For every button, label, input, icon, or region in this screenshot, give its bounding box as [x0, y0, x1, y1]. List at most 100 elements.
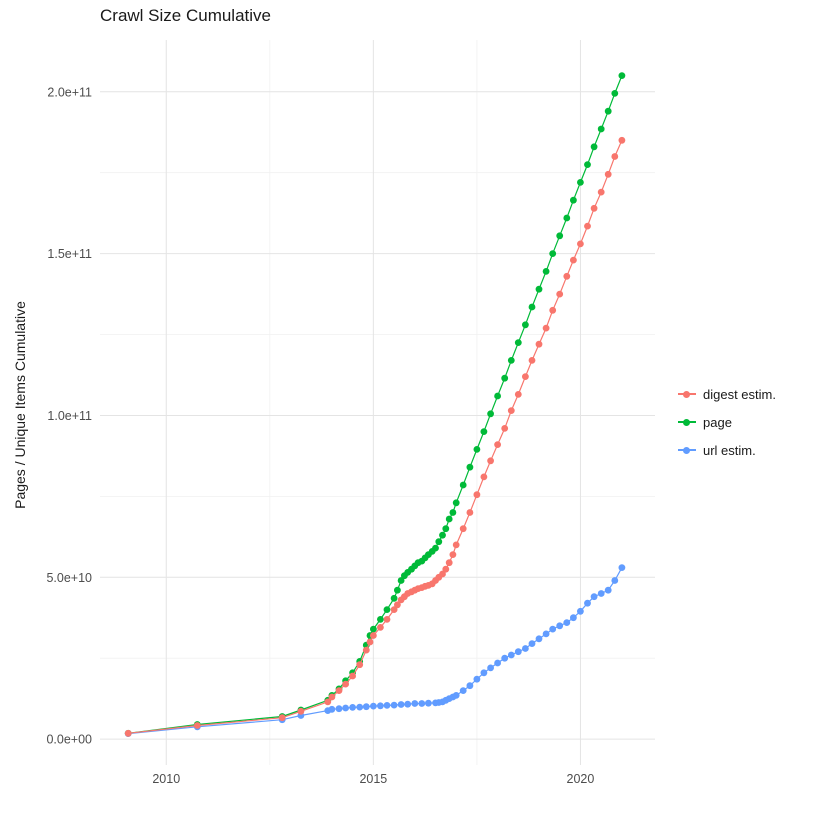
data-point — [418, 700, 426, 707]
data-point — [590, 593, 598, 601]
data-point — [445, 559, 453, 567]
data-point — [473, 675, 481, 683]
data-point — [501, 374, 509, 382]
data-point — [459, 481, 467, 489]
data-point — [611, 577, 619, 584]
legend-label: digest estim. — [703, 386, 776, 402]
data-point — [480, 669, 488, 677]
data-point — [193, 722, 201, 729]
data-point — [522, 373, 529, 380]
data-point — [611, 90, 619, 97]
data-point — [487, 457, 494, 465]
data-point — [590, 204, 598, 212]
data-point — [501, 654, 509, 662]
data-point — [507, 407, 515, 414]
data-point — [390, 606, 398, 613]
data-point — [549, 306, 557, 314]
data-point — [439, 531, 446, 539]
data-point — [432, 544, 439, 552]
data-point — [342, 704, 349, 712]
data-point — [328, 705, 336, 713]
data-point — [383, 606, 391, 613]
data-point — [370, 702, 377, 710]
data-point — [442, 565, 450, 573]
data-point — [459, 525, 467, 533]
data-point — [604, 107, 612, 115]
data-point — [390, 701, 398, 709]
data-point — [542, 268, 550, 275]
data-point — [452, 541, 460, 549]
data-point — [377, 624, 384, 631]
data-point — [528, 303, 536, 311]
data-point — [377, 702, 384, 710]
legend-item-digest-estim: digest estim. — [678, 380, 776, 408]
data-point — [494, 392, 501, 400]
data-point — [459, 687, 467, 694]
x-tick-label: 2015 — [359, 772, 387, 786]
data-point — [362, 646, 370, 654]
data-point — [452, 499, 460, 507]
data-point — [335, 687, 343, 694]
data-point — [394, 601, 401, 609]
data-point — [570, 196, 577, 204]
data-point — [556, 622, 564, 630]
data-point — [528, 357, 536, 364]
data-point — [570, 256, 577, 264]
data-point — [618, 136, 626, 144]
data-point — [577, 179, 584, 186]
data-point — [522, 645, 529, 652]
data-point — [542, 630, 550, 638]
data-point — [297, 707, 305, 715]
data-point — [370, 625, 377, 633]
data-point — [563, 272, 571, 280]
data-point — [439, 570, 446, 578]
chart-title: Crawl Size Cumulative — [100, 6, 271, 25]
legend-label: page — [703, 414, 732, 430]
data-point — [390, 594, 398, 602]
data-point — [124, 729, 132, 737]
data-point — [442, 525, 450, 533]
data-point — [501, 425, 509, 432]
data-point — [435, 538, 443, 546]
data-point — [549, 250, 557, 257]
legend-label: url estim. — [703, 442, 756, 458]
data-point — [349, 672, 356, 680]
data-point — [577, 607, 584, 615]
series-digest-estim — [124, 136, 626, 737]
data-point — [425, 699, 432, 707]
data-point — [535, 340, 543, 348]
legend: digest estim. page url estim. — [678, 380, 776, 464]
data-point — [473, 446, 481, 453]
data-point — [514, 339, 522, 346]
y-tick-label: 1.0e+11 — [47, 409, 92, 423]
data-point — [577, 240, 584, 248]
data-point — [349, 704, 356, 711]
data-point — [466, 682, 474, 690]
data-point — [570, 614, 577, 622]
data-point — [590, 143, 598, 151]
data-point — [494, 441, 501, 448]
data-point — [466, 463, 474, 471]
data-point — [584, 599, 591, 607]
data-point — [356, 703, 364, 711]
y-tick-label: 0.0e+00 — [46, 733, 92, 747]
y-axis-title: Pages / Unique Items Cumulative — [12, 301, 28, 509]
data-point — [563, 214, 571, 222]
data-point — [494, 659, 501, 667]
series-line — [128, 140, 623, 734]
data-point — [542, 324, 550, 332]
data-point — [449, 551, 457, 558]
x-tick-label: 2010 — [152, 772, 180, 786]
data-point — [342, 680, 349, 688]
data-point — [597, 125, 605, 133]
data-point — [528, 640, 536, 647]
data-point — [604, 586, 612, 594]
data-point — [383, 702, 391, 709]
data-point — [514, 648, 522, 656]
data-point — [618, 564, 626, 571]
legend-marker-url-estim — [678, 443, 696, 457]
x-tick-label: 2020 — [567, 772, 595, 786]
data-point — [473, 491, 481, 499]
data-point — [535, 635, 543, 643]
